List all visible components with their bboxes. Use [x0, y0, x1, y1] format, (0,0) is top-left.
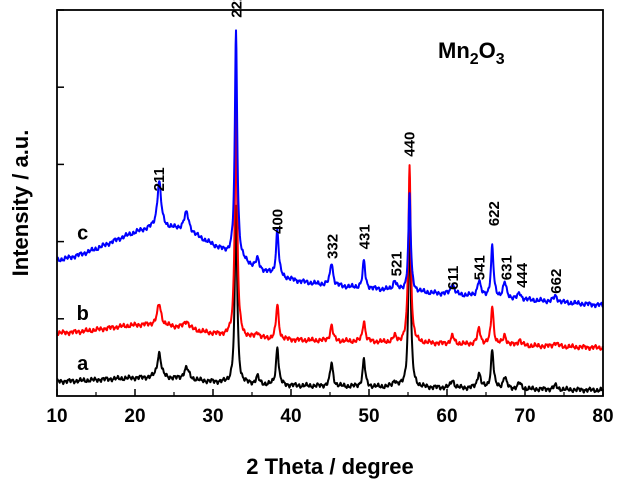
- x-tick-label: 60: [436, 406, 457, 427]
- series-line-b: [56, 105, 604, 351]
- y-ticks: [57, 9, 64, 320]
- peak-label: 521: [388, 251, 405, 276]
- series-layer: [56, 29, 604, 394]
- x-tick-label: 30: [202, 406, 223, 427]
- series-line-a: [56, 204, 604, 394]
- peak-label: 431: [356, 224, 373, 249]
- peak-label: 444: [514, 262, 531, 288]
- compound-main: Mn: [438, 38, 470, 63]
- x-tick-label: 20: [124, 406, 145, 427]
- series-label-b: b: [77, 303, 89, 325]
- peak-label: 622: [486, 201, 503, 226]
- peak-label: 611: [445, 266, 462, 290]
- peak-label: 631: [498, 255, 515, 280]
- compound-sub1: 2: [470, 51, 479, 68]
- peak-label: 222: [228, 0, 245, 18]
- compound-sub2: 3: [496, 51, 505, 68]
- peak-label: 440: [402, 132, 419, 157]
- series-line-c: [56, 29, 604, 309]
- x-tick-label: 80: [592, 406, 613, 427]
- series-label-c: c: [77, 223, 88, 245]
- x-tick-label: 50: [358, 406, 379, 427]
- x-axis-title: 2 Theta / degree: [246, 454, 414, 479]
- x-tick-label: 40: [280, 406, 301, 427]
- series-label-a: a: [77, 353, 89, 375]
- peak-label: 541: [472, 255, 489, 280]
- x-tick-label: 70: [514, 406, 535, 427]
- x-ticks: 10 20 30 40 50 60 70 80: [46, 389, 614, 427]
- compound-label: Mn2O3: [438, 38, 505, 68]
- peak-label: 662: [548, 269, 565, 294]
- x-tick-label: 10: [46, 406, 67, 427]
- peak-label: 211: [151, 167, 168, 191]
- peak-label: 400: [270, 209, 287, 234]
- series-labels: a b c: [77, 223, 90, 375]
- y-axis-title: Intensity / a.u.: [8, 130, 33, 277]
- peak-label: 332: [324, 234, 341, 259]
- compound-mid: O: [479, 38, 496, 63]
